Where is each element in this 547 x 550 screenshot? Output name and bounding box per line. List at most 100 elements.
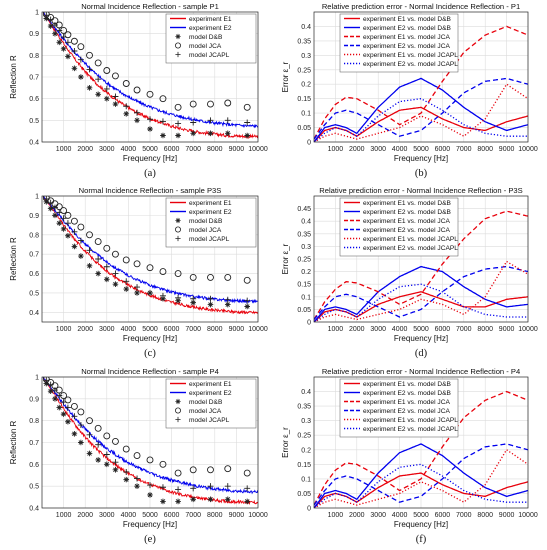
y-tick-labels: 0 0.05 0.1 0.15 0.2 0.25 0.3 0.35 0.4 0.45 <box>297 206 311 326</box>
marker-asterisk <box>95 270 101 277</box>
y-axis-label: Reflection R <box>9 420 18 464</box>
x-tick-label: 2000 <box>349 512 365 519</box>
marker-circle <box>103 432 111 440</box>
marker-plus <box>95 256 102 262</box>
axes-frame <box>41 11 259 143</box>
y-tick-label: 0.8 <box>29 418 39 425</box>
x-tick-label: 3000 <box>370 326 386 333</box>
y-tick-label: 0.25 <box>297 67 311 74</box>
marker-circle <box>133 260 141 268</box>
x-tick-label: 8000 <box>477 146 493 153</box>
marker-plus <box>112 270 119 277</box>
marker-asterisk <box>52 396 58 402</box>
legend: experiment E1 experiment E2 model D&B model… <box>165 197 257 248</box>
legend-swatch <box>175 235 181 242</box>
legend-label: model D&B <box>189 218 223 225</box>
marker-asterisk <box>207 130 214 137</box>
marker-asterisk <box>43 15 50 22</box>
x-tick-label: 9000 <box>229 326 245 333</box>
x-tick-label: 4000 <box>392 326 408 333</box>
marker-asterisk <box>60 226 67 232</box>
legend-item: experiment E2 vs. model JCA <box>344 227 450 234</box>
marker-plus <box>175 486 182 493</box>
x-tick-label: 2000 <box>77 326 93 333</box>
legend-label: model JCAPL <box>189 236 230 243</box>
legend-item: experiment E2 <box>170 390 232 397</box>
marker-circle <box>224 465 232 473</box>
marker-circle <box>243 276 251 284</box>
marker-plus <box>60 215 67 222</box>
legend-item: experiment E1 vs. model JCA <box>344 218 450 225</box>
x-tick-label: 1000 <box>328 326 344 333</box>
marker-plus <box>103 263 110 270</box>
marker-plus <box>244 485 251 492</box>
y-tick-label: 0.6 <box>29 462 39 469</box>
series-model-jca <box>42 12 251 111</box>
marker-plus <box>47 16 54 23</box>
y-tick-label: 0.05 <box>297 491 311 498</box>
y-tick-label: 0.7 <box>29 252 39 259</box>
legend-label: experiment E2 <box>189 25 232 32</box>
y-tick-label: 0.1 <box>301 476 311 483</box>
chart-title: Normal Incidence Reflection - sample P4 <box>81 367 219 376</box>
y-tick-label: 0.5 <box>29 484 39 491</box>
marker-asterisk <box>175 498 181 505</box>
marker-plus <box>64 220 71 227</box>
marker-plus <box>190 485 197 492</box>
marker-asterisk <box>190 299 196 306</box>
marker-circle <box>174 103 182 111</box>
legend-box <box>165 378 257 429</box>
marker-asterisk <box>86 262 93 269</box>
marker-circle <box>111 72 119 80</box>
series-model-jcapl <box>43 377 251 493</box>
marker-plus <box>134 109 141 116</box>
legend-label: experiment E1 vs. model JCAPL <box>363 417 458 424</box>
marker-circle <box>207 100 214 108</box>
series-experiment-e1 <box>42 377 258 506</box>
y-tick-label: 0.1 <box>301 294 311 301</box>
marker-asterisk <box>190 496 196 503</box>
series-model-d-b <box>43 380 250 505</box>
x-tick-label: 10000 <box>248 146 268 153</box>
series-experiment-e1-vs-model-d-b <box>314 472 528 508</box>
series-experiment-e2-vs-model-d-b <box>314 443 528 508</box>
marker-plus <box>147 116 153 123</box>
legend-label: experiment E1 vs. model JCAPL <box>363 52 458 59</box>
y-tick-label: 0.4 <box>301 24 311 31</box>
marker-circle <box>189 100 197 108</box>
y-tick-label: 0.7 <box>29 75 39 82</box>
y-tick-label: 0.4 <box>29 310 39 317</box>
marker-asterisk <box>95 457 101 463</box>
marker-asterisk <box>134 117 140 124</box>
series-experiment-e1-vs-model-d-b <box>314 291 528 322</box>
y-tick-label: 0.25 <box>297 257 311 264</box>
marker-plus <box>77 56 84 63</box>
legend-label: model JCA <box>189 408 222 415</box>
x-tick-label: 3000 <box>99 512 115 519</box>
marker-plus <box>147 482 153 489</box>
legend-item: model JCAPL <box>175 416 230 424</box>
marker-plus <box>86 66 93 73</box>
marker-plus <box>207 295 214 302</box>
series-experiment-e2-vs-model-jca <box>314 77 528 140</box>
marker-asterisk <box>43 380 50 387</box>
y-tick-label: 0.8 <box>29 232 39 239</box>
marker-circle <box>111 437 119 445</box>
legend: experiment E1 vs. model D&B experiment E2… <box>339 378 458 438</box>
marker-asterisk <box>56 404 63 411</box>
chart-panel-d: 1000 2000 3000 4000 5000 6000 7000 8000 9000 1000… <box>281 186 538 359</box>
axes-frame <box>313 11 529 143</box>
x-tick-label: 1000 <box>56 146 72 153</box>
marker-plus <box>43 12 50 19</box>
y-tick-label: 0.2 <box>301 82 311 89</box>
y-tick-label: 0.9 <box>29 31 39 38</box>
marker-plus <box>147 289 153 296</box>
marker-asterisk <box>224 496 231 503</box>
y-tick-label: 0.25 <box>297 433 311 440</box>
legend-label: experiment E1 vs. model JCAPL <box>363 236 458 243</box>
marker-asterisk <box>86 85 93 91</box>
series-experiment-e1-vs-model-jca <box>314 25 528 140</box>
legend-item: experiment E1 vs. model D&B <box>344 16 452 23</box>
y-axis-label: Error ε_r <box>281 427 290 458</box>
y-tick-label: 0.8 <box>29 53 39 60</box>
